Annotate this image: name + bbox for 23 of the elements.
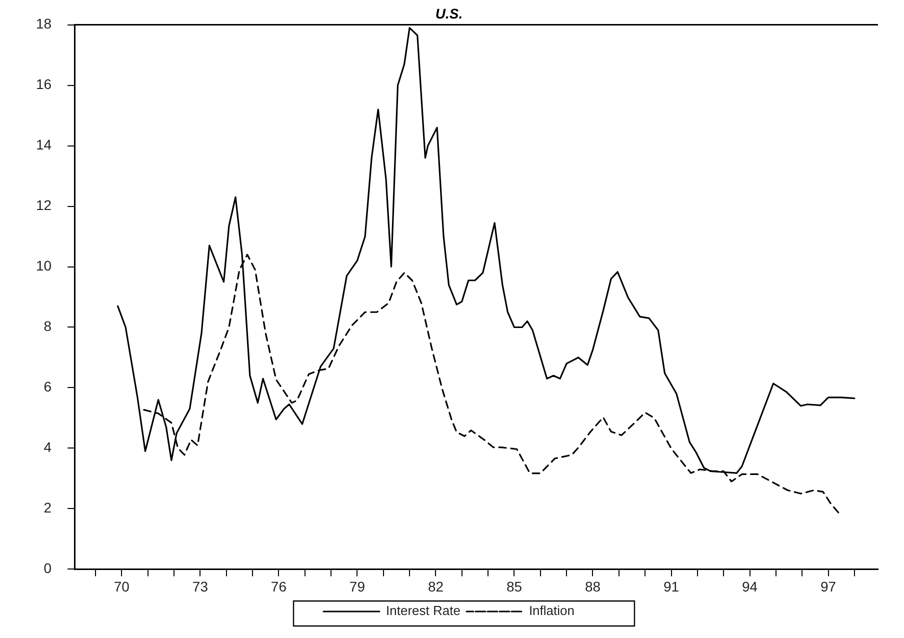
y-tick-label: 0 — [44, 560, 52, 576]
x-tick-label: 70 — [114, 578, 130, 594]
legend-label: Interest Rate — [386, 603, 460, 618]
y-tick-label: 6 — [44, 378, 52, 395]
y-tick-label: 18 — [36, 16, 52, 32]
chart-title: U.S. — [435, 5, 463, 22]
y-tick-label: 10 — [36, 258, 52, 274]
legend-label: Inflation — [528, 603, 574, 618]
x-tick-label: 91 — [663, 578, 680, 594]
y-tick-label: 16 — [36, 76, 52, 92]
y-tick-label: 14 — [36, 136, 52, 153]
x-tick-label: 73 — [192, 578, 208, 594]
x-tick-label: 82 — [428, 578, 444, 594]
x-tick-label: 97 — [820, 578, 836, 594]
y-tick-label: 2 — [44, 500, 52, 516]
y-tick-label: 12 — [36, 197, 52, 214]
x-tick-label: 88 — [584, 578, 601, 594]
x-tick-label: 76 — [270, 578, 287, 594]
x-tick-label: 79 — [349, 578, 366, 594]
x-tick-label: 94 — [742, 578, 758, 594]
x-tick-label: 85 — [506, 578, 522, 594]
y-tick-label: 4 — [44, 439, 52, 456]
y-tick-label: 8 — [44, 318, 52, 334]
